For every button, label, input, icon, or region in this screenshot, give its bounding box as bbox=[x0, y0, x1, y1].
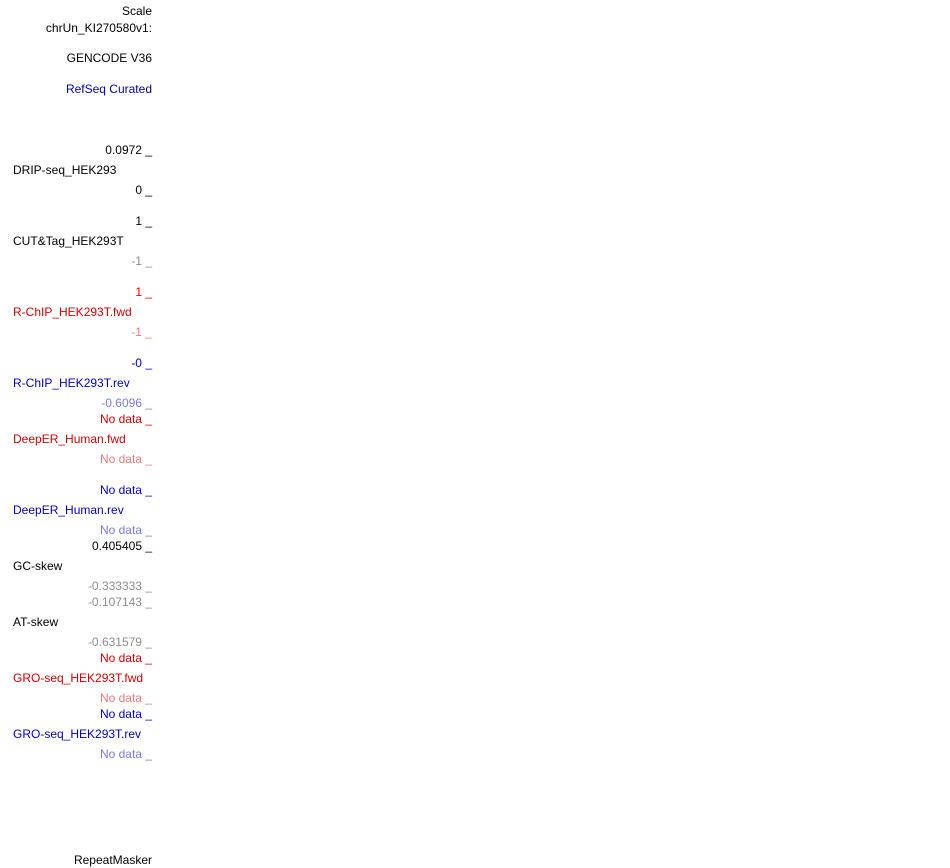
cut-tag-track-name[interactable]: CUT&Tag_HEK293T bbox=[13, 234, 124, 248]
drip-seq-max-label: 0.0972 _ bbox=[105, 143, 152, 157]
gro-rev-track-name[interactable]: GRO-seq_HEK293T.rev bbox=[13, 727, 142, 741]
deeper-rev-track-name[interactable]: DeepER_Human.rev bbox=[13, 503, 124, 517]
gc-skew-min-label: -0.333333 _ bbox=[87, 579, 152, 593]
rchip-fwd-min-label: -1 _ bbox=[131, 325, 152, 339]
at-skew-min-label: -0.631579 _ bbox=[87, 635, 152, 649]
at-skew-max-label: -0.107143 _ bbox=[87, 595, 152, 609]
deeper-fwd-max-label: No data _ bbox=[99, 412, 152, 426]
refseq-track-label[interactable]: RefSeq Curated bbox=[65, 82, 152, 96]
drip-seq-track-name[interactable]: DRIP-seq_HEK293 bbox=[13, 163, 117, 177]
rchip-rev-max-label: -0 _ bbox=[131, 356, 152, 370]
drip-seq-min-label: 0 _ bbox=[135, 183, 152, 197]
deeper-rev-min-label: No data _ bbox=[99, 523, 152, 537]
gro-rev-max-label: No data _ bbox=[99, 707, 152, 721]
gro-fwd-min-label: No data _ bbox=[99, 691, 152, 705]
cut-tag-min-label: -1 _ bbox=[131, 254, 152, 268]
rchip-rev-min-label: -0.6096 _ bbox=[101, 396, 152, 410]
rchip-fwd-track-name[interactable]: R-ChIP_HEK293T.fwd bbox=[13, 305, 132, 319]
rchip-rev-track-name[interactable]: R-ChIP_HEK293T.rev bbox=[13, 376, 130, 390]
gc-skew-track-name[interactable]: GC-skew bbox=[13, 559, 63, 573]
scale-label: Scale bbox=[121, 4, 152, 18]
chromosome-label: chrUn_KI270580v1: bbox=[45, 21, 152, 35]
repeatmasker-track-label[interactable]: RepeatMasker bbox=[73, 853, 152, 867]
gc-skew-max-label: 0.405405 _ bbox=[91, 539, 152, 553]
deeper-fwd-track-name[interactable]: DeepER_Human.fwd bbox=[13, 432, 126, 446]
gro-fwd-track-name[interactable]: GRO-seq_HEK293T.fwd bbox=[13, 671, 144, 685]
gencode-track-label[interactable]: GENCODE V36 bbox=[66, 51, 152, 65]
at-skew-track-name[interactable]: AT-skew bbox=[13, 615, 59, 629]
rchip-fwd-max-label: 1 _ bbox=[135, 285, 152, 299]
cut-tag-max-label: 1 _ bbox=[135, 214, 152, 228]
gro-fwd-max-label: No data _ bbox=[99, 651, 152, 665]
deeper-fwd-min-label: No data _ bbox=[99, 452, 152, 466]
gro-rev-min-label: No data _ bbox=[99, 747, 152, 761]
deeper-rev-max-label: No data _ bbox=[99, 483, 152, 497]
